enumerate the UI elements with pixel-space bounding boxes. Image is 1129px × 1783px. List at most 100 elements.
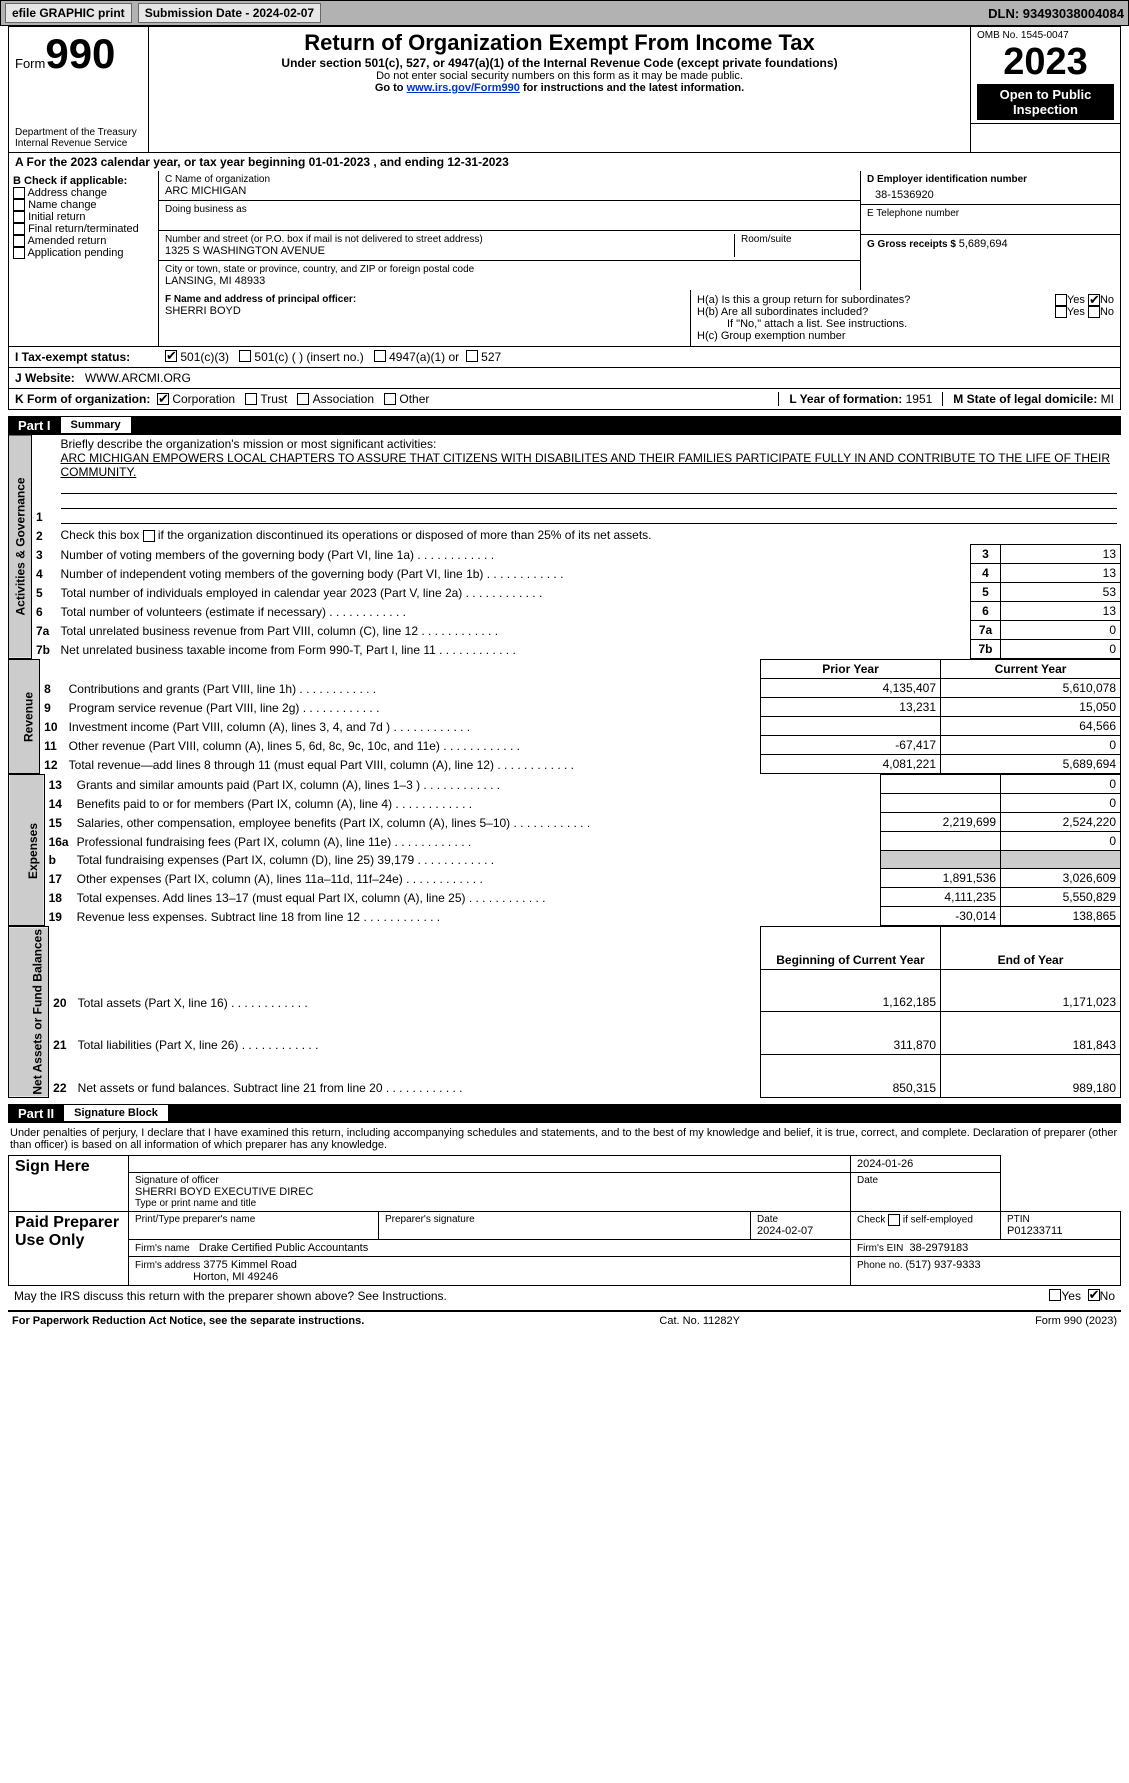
footer-left: For Paperwork Reduction Act Notice, see … xyxy=(12,1315,364,1327)
cb-assoc[interactable] xyxy=(297,393,309,405)
firm-name: Drake Certified Public Accountants xyxy=(199,1242,368,1254)
cb-hb-yes[interactable] xyxy=(1055,306,1067,318)
paid-preparer-label: Paid Preparer Use Only xyxy=(9,1211,129,1285)
city-label: City or town, state or province, country… xyxy=(165,264,854,275)
tax-year: 2023 xyxy=(977,41,1114,84)
mission-label: Briefly describe the organization's miss… xyxy=(61,437,437,451)
cb-final-return[interactable] xyxy=(13,223,25,235)
part1-header: Part I Summary xyxy=(8,416,1121,435)
declaration: Under penalties of perjury, I declare th… xyxy=(8,1123,1121,1155)
cb-amended[interactable] xyxy=(13,235,25,247)
street-label: Number and street (or P.O. box if mail i… xyxy=(165,234,734,245)
signature-block: Sign Here 2024-01-26 Signature of office… xyxy=(8,1155,1121,1286)
mission-text: ARC MICHIGAN EMPOWERS LOCAL CHAPTERS TO … xyxy=(61,451,1111,479)
org-name-label: C Name of organization xyxy=(165,174,854,185)
tax-status-label: I Tax-exempt status: xyxy=(15,350,165,364)
firm-addr1: 3775 Kimmel Road xyxy=(203,1259,297,1271)
sign-here-label: Sign Here xyxy=(9,1155,129,1211)
period-line: A For the 2023 calendar year, or tax yea… xyxy=(8,153,1121,171)
ein-label: D Employer identification number xyxy=(867,174,1114,185)
website-value: WWW.ARCMI.ORG xyxy=(85,371,191,385)
cb-527[interactable] xyxy=(466,350,478,362)
cb-corp[interactable] xyxy=(157,393,169,405)
form-org-label: K Form of organization: xyxy=(15,392,150,406)
topbar: efile GRAPHIC print Submission Date - 20… xyxy=(0,0,1129,26)
officer-name: SHERRI BOYD xyxy=(165,305,684,317)
box-h: H(a) Is this a group return for subordin… xyxy=(690,290,1120,346)
ptin: P01233711 xyxy=(1007,1225,1114,1237)
cb-trust[interactable] xyxy=(245,393,257,405)
cb-other[interactable] xyxy=(384,393,396,405)
city: LANSING, MI 48933 xyxy=(165,275,854,287)
dept-treasury: Department of the Treasury xyxy=(15,127,142,138)
firm-phone: (517) 937-9333 xyxy=(905,1259,980,1271)
part2-header: Part II Signature Block xyxy=(8,1104,1121,1123)
irs-link[interactable]: www.irs.gov/Form990 xyxy=(407,82,520,94)
form-note1: Do not enter social security numbers on … xyxy=(155,70,964,82)
pt-date: 2024-02-07 xyxy=(757,1225,844,1237)
box-c: C Name of organization ARC MICHIGAN Doin… xyxy=(159,171,860,290)
gross-label: G Gross receipts $ xyxy=(867,239,959,250)
part2-title: Signature Block xyxy=(64,1104,168,1122)
hc-label: H(c) Group exemption number xyxy=(697,330,1114,342)
form-header: Form990 Return of Organization Exempt Fr… xyxy=(8,26,1121,153)
cb-hb-no[interactable] xyxy=(1088,306,1100,318)
cb-501c3[interactable] xyxy=(165,350,177,362)
summary-table: Activities & Governance 1 Briefly descri… xyxy=(8,435,1121,660)
type-label: Type or print name and title xyxy=(135,1198,844,1209)
cb-discuss-no[interactable] xyxy=(1088,1289,1100,1301)
irs-label: Internal Revenue Service xyxy=(15,138,142,149)
cb-name-change[interactable] xyxy=(13,199,25,211)
street: 1325 S WASHINGTON AVENUE xyxy=(165,245,734,257)
footer-right: Form 990 (2023) xyxy=(1035,1315,1117,1327)
cb-ha-no[interactable] xyxy=(1088,294,1100,306)
form-number: 990 xyxy=(45,30,115,77)
cb-ha-yes[interactable] xyxy=(1055,294,1067,306)
form-title: Return of Organization Exempt From Incom… xyxy=(155,30,964,56)
part2-label: Part II xyxy=(8,1104,64,1123)
net-table: Net Assets or Fund BalancesBeginning of … xyxy=(8,926,1121,1098)
sig-officer-label: Signature of officer xyxy=(135,1175,844,1186)
cb-initial-return[interactable] xyxy=(13,211,25,223)
ein-value: 38-1536920 xyxy=(867,185,1114,201)
box-f: F Name and address of principal officer:… xyxy=(159,290,690,346)
omb: OMB No. 1545-0047 xyxy=(977,30,1114,41)
footer-mid: Cat. No. 11282Y xyxy=(659,1315,740,1327)
date-label: Date xyxy=(857,1175,994,1186)
gross-value: 5,689,694 xyxy=(959,238,1008,250)
cb-app-pending[interactable] xyxy=(13,247,25,259)
dln: DLN: 93493038004084 xyxy=(988,6,1124,21)
cb-self-employed[interactable] xyxy=(888,1214,900,1226)
box-b: B Check if applicable: Address change Na… xyxy=(9,171,159,290)
box-b-label: B Check if applicable: xyxy=(13,175,154,187)
cb-discontinued[interactable] xyxy=(143,530,155,542)
footer: For Paperwork Reduction Act Notice, see … xyxy=(8,1310,1121,1330)
cb-501c[interactable] xyxy=(239,350,251,362)
hb-label: H(b) Are all subordinates included? xyxy=(697,306,1055,318)
pt-sig-label: Preparer's signature xyxy=(385,1214,744,1225)
vlabel-ag: Activities & Governance xyxy=(9,435,32,659)
part1-title: Summary xyxy=(61,416,131,434)
phone-label: E Telephone number xyxy=(867,208,1114,219)
year-formation-label: L Year of formation: xyxy=(789,392,905,406)
hb-note: If "No," attach a list. See instructions… xyxy=(697,318,1114,330)
firm-ein: 38-2979183 xyxy=(909,1242,968,1254)
cb-4947[interactable] xyxy=(374,350,386,362)
officer-label: F Name and address of principal officer: xyxy=(165,294,684,305)
form-subtitle: Under section 501(c), 527, or 4947(a)(1)… xyxy=(155,56,964,70)
pt-name-label: Print/Type preparer's name xyxy=(135,1214,372,1225)
revenue-table: RevenuePrior YearCurrent Year8Contributi… xyxy=(8,659,1121,774)
sig-officer: SHERRI BOYD EXECUTIVE DIREC xyxy=(135,1186,844,1198)
may-irs-discuss: May the IRS discuss this return with the… xyxy=(14,1289,1049,1303)
cb-discuss-yes[interactable] xyxy=(1049,1289,1061,1301)
part1-label: Part I xyxy=(8,416,61,435)
year-formation: 1951 xyxy=(906,392,933,406)
efile-button[interactable]: efile GRAPHIC print xyxy=(5,3,132,23)
form-label: Form xyxy=(15,56,45,71)
cb-address-change[interactable] xyxy=(13,187,25,199)
firm-addr2: Horton, MI 49246 xyxy=(193,1271,278,1283)
org-name: ARC MICHIGAN xyxy=(165,185,854,197)
expense-table: Expenses13Grants and similar amounts pai… xyxy=(8,774,1121,926)
inspection-badge: Open to Public Inspection xyxy=(977,84,1114,120)
dba-label: Doing business as xyxy=(165,204,854,215)
